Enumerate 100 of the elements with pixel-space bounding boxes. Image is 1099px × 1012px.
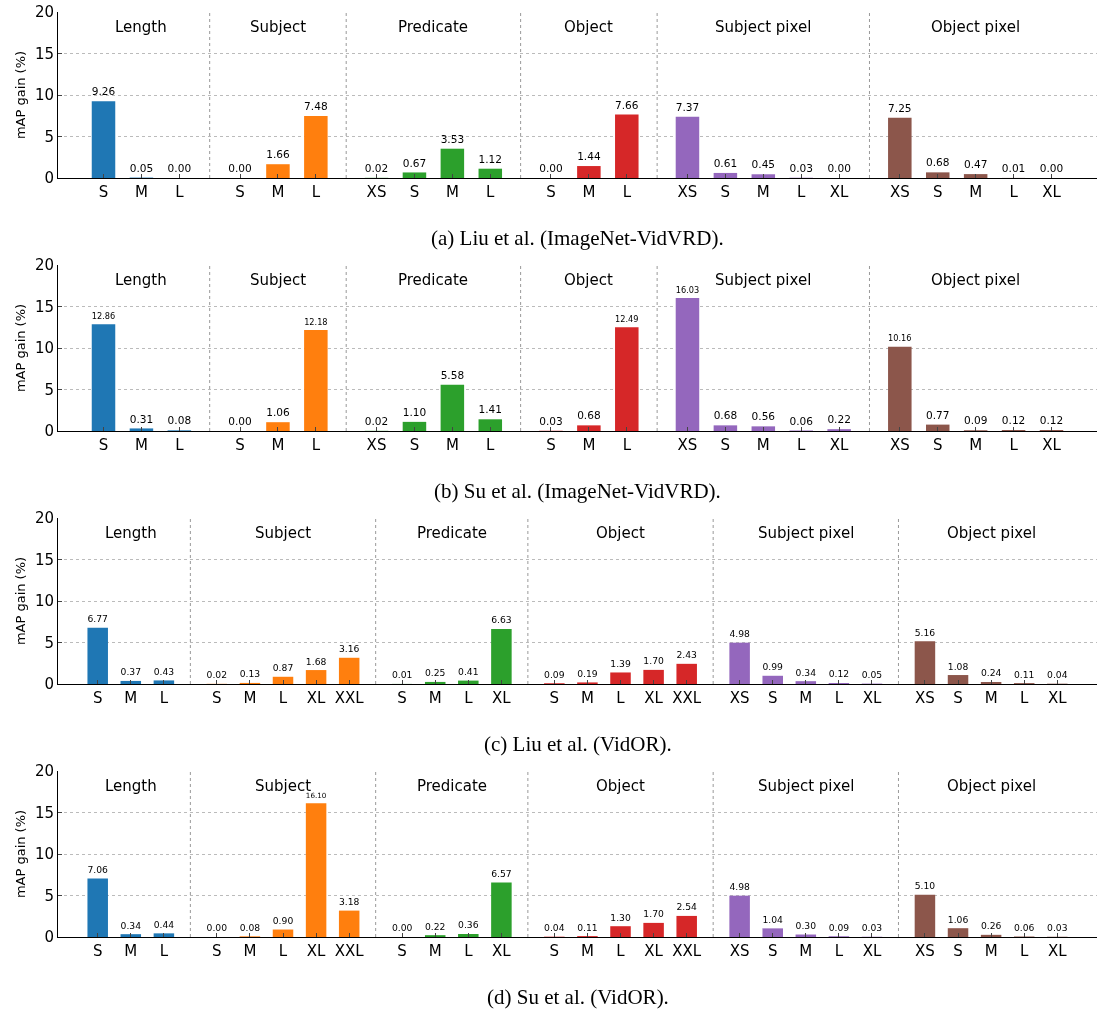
x-tick-label: L [175,183,185,201]
data-label: 0.02 [364,414,389,427]
data-label: 1.10 [402,405,427,418]
data-label: 4.98 [729,881,751,893]
y-tick-label: 0 [44,422,54,441]
x-tick-label: M [984,689,998,707]
x-tick-label: S [212,942,222,960]
x-tick-label: S [409,183,420,201]
x-tick-label: L [1020,689,1030,707]
data-label: 1.04 [762,913,784,925]
annotation: Object pixel [931,271,1021,289]
x-tick-label: L [1009,183,1019,201]
data-label: 0.56 [751,410,776,423]
data-label: 0.41 [458,666,479,678]
x-tick-label: L [278,689,288,707]
y-tick-label: 10 [34,845,54,864]
annotation: Object pixel [931,18,1021,36]
data-label: 0.26 [980,920,1002,932]
x-tick-label: S [546,436,556,454]
data-label: 0.13 [239,668,261,680]
x-tick-label: M [799,942,813,960]
x-tick-label: S [98,436,109,454]
x-tick-label: M [271,183,285,201]
data-label: 2.43 [676,649,698,661]
x-tick-label: XS [366,436,387,454]
data-label: 7.48 [304,100,328,113]
data-label: 0.00 [206,922,228,934]
x-tick-label: XS [889,436,910,454]
x-tick-label: M [582,183,596,201]
x-tick-label: XL [492,942,512,960]
x-tick-label: XL [1042,436,1062,454]
x-tick-label: XL [829,183,850,201]
data-label: 12.18 [304,316,328,327]
text: (d) Su et al. (VidOR). [487,985,669,1009]
data-label: 0.01 [1001,162,1026,175]
data-label: 1.70 [643,908,664,920]
data-label: 1.30 [610,911,631,923]
annotation: Object [596,777,645,795]
x-tick-label: XS [889,183,910,201]
x-tick-label: S [409,436,420,454]
data-label: 0.68 [577,409,601,422]
x-tick-label: S [92,689,103,707]
x-tick-label: M [134,436,148,454]
data-label: 7.66 [615,98,639,111]
x-tick-label: M [969,183,983,201]
x-tick-label: XS [729,689,750,707]
x-tick-label: L [622,436,632,454]
data-label: 0.01 [391,669,413,681]
data-label: 1.70 [643,655,664,667]
annotation: Predicate [417,777,488,795]
data-label: 0.19 [577,667,598,679]
x-tick-label: L [622,183,632,201]
x-tick-label: XL [492,689,512,707]
data-label: 0.68 [713,409,738,422]
y-tick-label: 5 [44,380,54,399]
data-label: 0.45 [751,158,776,171]
x-tick-label: S [767,942,778,960]
annotation: Length [105,777,157,795]
data-label: 0.47 [963,158,988,171]
data-label: 0.87 [272,662,294,674]
x-tick-label: S [720,183,731,201]
y-tick-label: 20 [34,509,54,528]
data-label: 0.43 [153,665,175,677]
data-label: 0.03 [1047,922,1068,934]
x-tick-label: S [235,183,245,201]
annotation: Object pixel [947,524,1037,542]
x-tick-label: L [486,436,496,454]
x-tick-label: S [98,183,109,201]
data-label: 0.34 [795,666,817,678]
data-label: 0.11 [577,921,598,933]
data-label: 7.25 [888,101,912,114]
data-label: 1.68 [305,655,327,667]
x-tick-label: XXL [672,689,702,707]
text: (a) Liu et al. (ImageNet-VidVRD). [431,226,724,250]
y-tick-label: 5 [44,633,54,652]
x-tick-label: M [124,942,138,960]
x-tick-label: L [464,689,474,707]
data-label: 12.86 [91,311,116,322]
data-label: 0.02 [364,161,389,174]
data-label: 0.06 [1013,921,1035,933]
data-label: 5.10 [914,880,936,892]
x-tick-label: M [969,436,983,454]
data-label: 0.12 [1039,414,1064,427]
data-label: 3.16 [338,643,360,655]
data-label: 0.08 [239,921,261,933]
x-tick-label: L [1020,942,1030,960]
annotation: Object [596,524,645,542]
x-tick-label: XL [862,689,882,707]
data-label: 7.06 [87,863,109,875]
data-label: 0.36 [458,919,479,931]
data-label: 5.16 [914,626,936,638]
data-label: 12.49 [615,314,639,325]
data-label: 0.05 [129,161,154,174]
data-label: 0.09 [828,921,850,933]
x-tick-label: M [984,942,998,960]
y-tick-label: 20 [34,256,54,275]
y-axis-title: mAP gain (%) [12,556,28,646]
x-tick-label: XL [1047,689,1068,707]
x-tick-label: XL [306,689,327,707]
annotation: Subject pixel [758,777,855,795]
